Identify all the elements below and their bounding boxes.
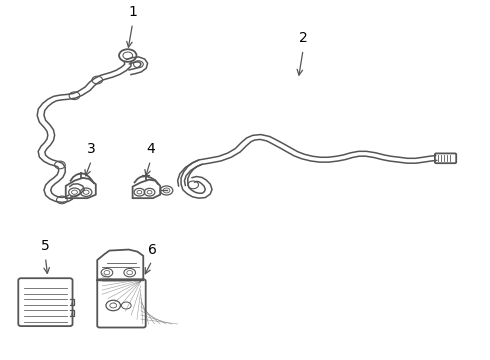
Text: 5: 5 [41, 239, 50, 253]
Text: 1: 1 [128, 5, 137, 19]
Text: 4: 4 [146, 142, 155, 156]
Text: 2: 2 [299, 31, 308, 45]
Text: 6: 6 [147, 243, 156, 257]
Text: 3: 3 [87, 142, 96, 156]
